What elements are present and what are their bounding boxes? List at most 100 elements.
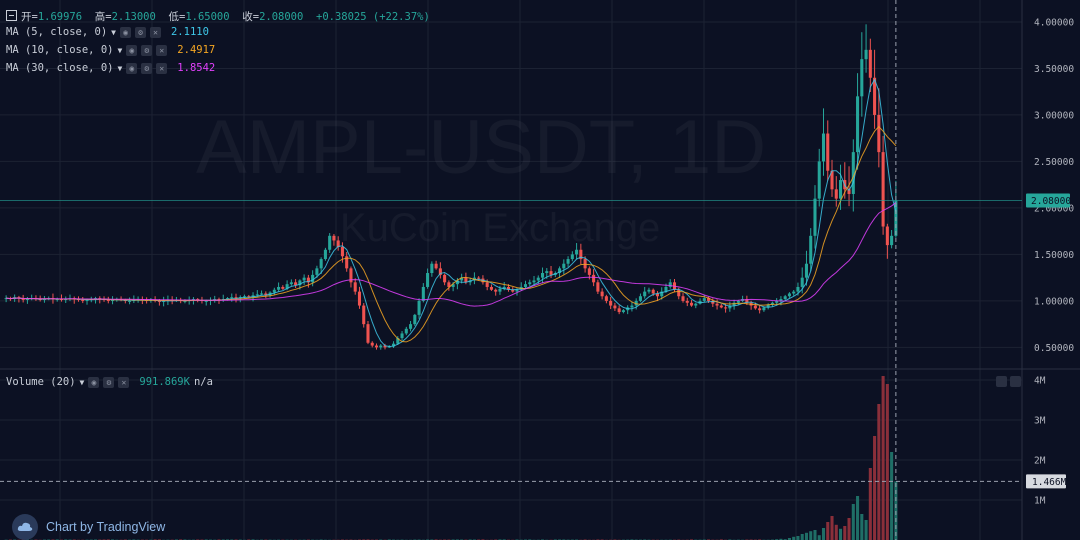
chevron-down-icon[interactable]: ▼ [79,377,85,387]
price-tick-label: 3.00000 [1034,110,1074,121]
candle-body [694,303,698,306]
volume-tick-label: 4M [1034,376,1046,387]
price-tick-label: 2.00000 [1034,203,1074,214]
price-tick-label: 1.50000 [1034,250,1074,261]
volume-bar [804,532,809,540]
candle-body [196,299,200,301]
pane-controls[interactable] [996,376,1021,387]
volume-bar [830,516,834,540]
candle-body [826,133,830,171]
candle-body [724,307,728,309]
volume-value: 991.869K [139,376,190,388]
close-icon[interactable]: ✕ [118,376,130,388]
candle-body [396,338,400,344]
candle-body [753,305,757,309]
candle-body [881,152,885,227]
candle-body [42,299,46,301]
settings-icon[interactable]: ⚙ [134,26,146,38]
tradingview-logo[interactable]: Chart by TradingView [12,514,165,540]
settings-icon[interactable]: ⚙ [103,376,115,388]
candle-body [621,310,625,313]
candle-body [319,259,323,269]
volume-bar [792,536,796,540]
close-icon[interactable]: ✕ [149,26,161,38]
candle-body [455,280,459,285]
pane-up-icon[interactable] [996,376,1007,387]
candle-body [242,296,247,298]
volume-bar [817,535,821,540]
visibility-icon[interactable]: ◉ [119,26,131,38]
candle-body [643,291,647,297]
settings-icon[interactable]: ⚙ [141,44,153,56]
cloud-icon [12,514,38,540]
close-icon[interactable]: ✕ [156,44,168,56]
candle-body [21,298,25,300]
candle-body [345,256,349,269]
indicator-ma5[interactable]: MA (5, close, 0) ▼ ◉ ⚙ ✕ 2.1110 [6,26,209,38]
candle-body [711,300,715,304]
candle-body [489,286,493,290]
candle-body [285,284,289,289]
volume-bar [787,538,791,540]
candle-body [770,302,774,305]
candle-body [885,226,889,246]
candle-body [157,300,161,302]
volume-na: n/a [193,376,213,388]
candle-body [328,235,332,250]
close-icon[interactable]: ✕ [156,62,168,74]
volume-bar [847,518,851,540]
ma5-value: 2.1110 [170,26,209,38]
candle-body [792,291,796,294]
candle-body [579,249,583,260]
candle-body [264,293,268,296]
price-tick-label: 4.00000 [1034,17,1074,28]
candle-body [536,277,540,281]
volume-bar [856,496,860,540]
candle-body [315,268,319,275]
volume-bar [881,376,885,540]
candle-body [391,343,396,347]
candle-body [25,299,29,301]
candle-body [443,274,447,283]
pane-down-icon[interactable] [1010,376,1021,387]
volume-bar [821,528,826,540]
candle-body [111,299,115,301]
candle-body [664,286,668,292]
candle-body [796,286,800,292]
candle-body [413,314,417,325]
indicator-ma10[interactable]: MA (10, close, 0) ▼ ◉ ⚙ ✕ 2.4917 [6,44,216,56]
visibility-icon[interactable]: ◉ [126,62,138,74]
volume-bar [868,468,872,540]
volume-bar [813,530,817,540]
candle-body [409,324,413,329]
candle-body [834,189,838,199]
candle-body [838,180,843,199]
candle-body [404,328,408,334]
volume-bar [796,536,800,540]
indicator-ma30[interactable]: MA (30, close, 0) ▼ ◉ ⚙ ✕ 1.8542 [6,62,216,74]
price-tick-label: 2.50000 [1034,157,1074,168]
chevron-down-icon[interactable]: ▼ [117,63,123,73]
candle-body [217,299,221,301]
ma30-value: 1.8542 [177,62,216,74]
candle-body [745,299,749,303]
visibility-icon[interactable]: ◉ [126,44,138,56]
visibility-icon[interactable]: ◉ [88,376,100,388]
volume-bar [826,522,830,540]
settings-icon[interactable]: ⚙ [141,62,153,74]
collapse-icon[interactable] [6,10,17,21]
indicator-volume[interactable]: Volume (20) ▼ ◉ ⚙ ✕ 991.869K n/a [6,376,213,388]
candle-body [272,289,276,293]
candle-body [4,298,8,300]
candle-body [715,303,719,306]
volume-crosshair-label: 1.466M [1032,477,1067,488]
chevron-down-icon[interactable]: ▼ [111,27,116,37]
candle-body [758,308,762,311]
chevron-down-icon[interactable]: ▼ [117,45,123,55]
candle-body [426,273,430,287]
candle-body [234,297,238,299]
candle-body [128,300,132,302]
volume-crosshair-badge [1026,474,1066,489]
